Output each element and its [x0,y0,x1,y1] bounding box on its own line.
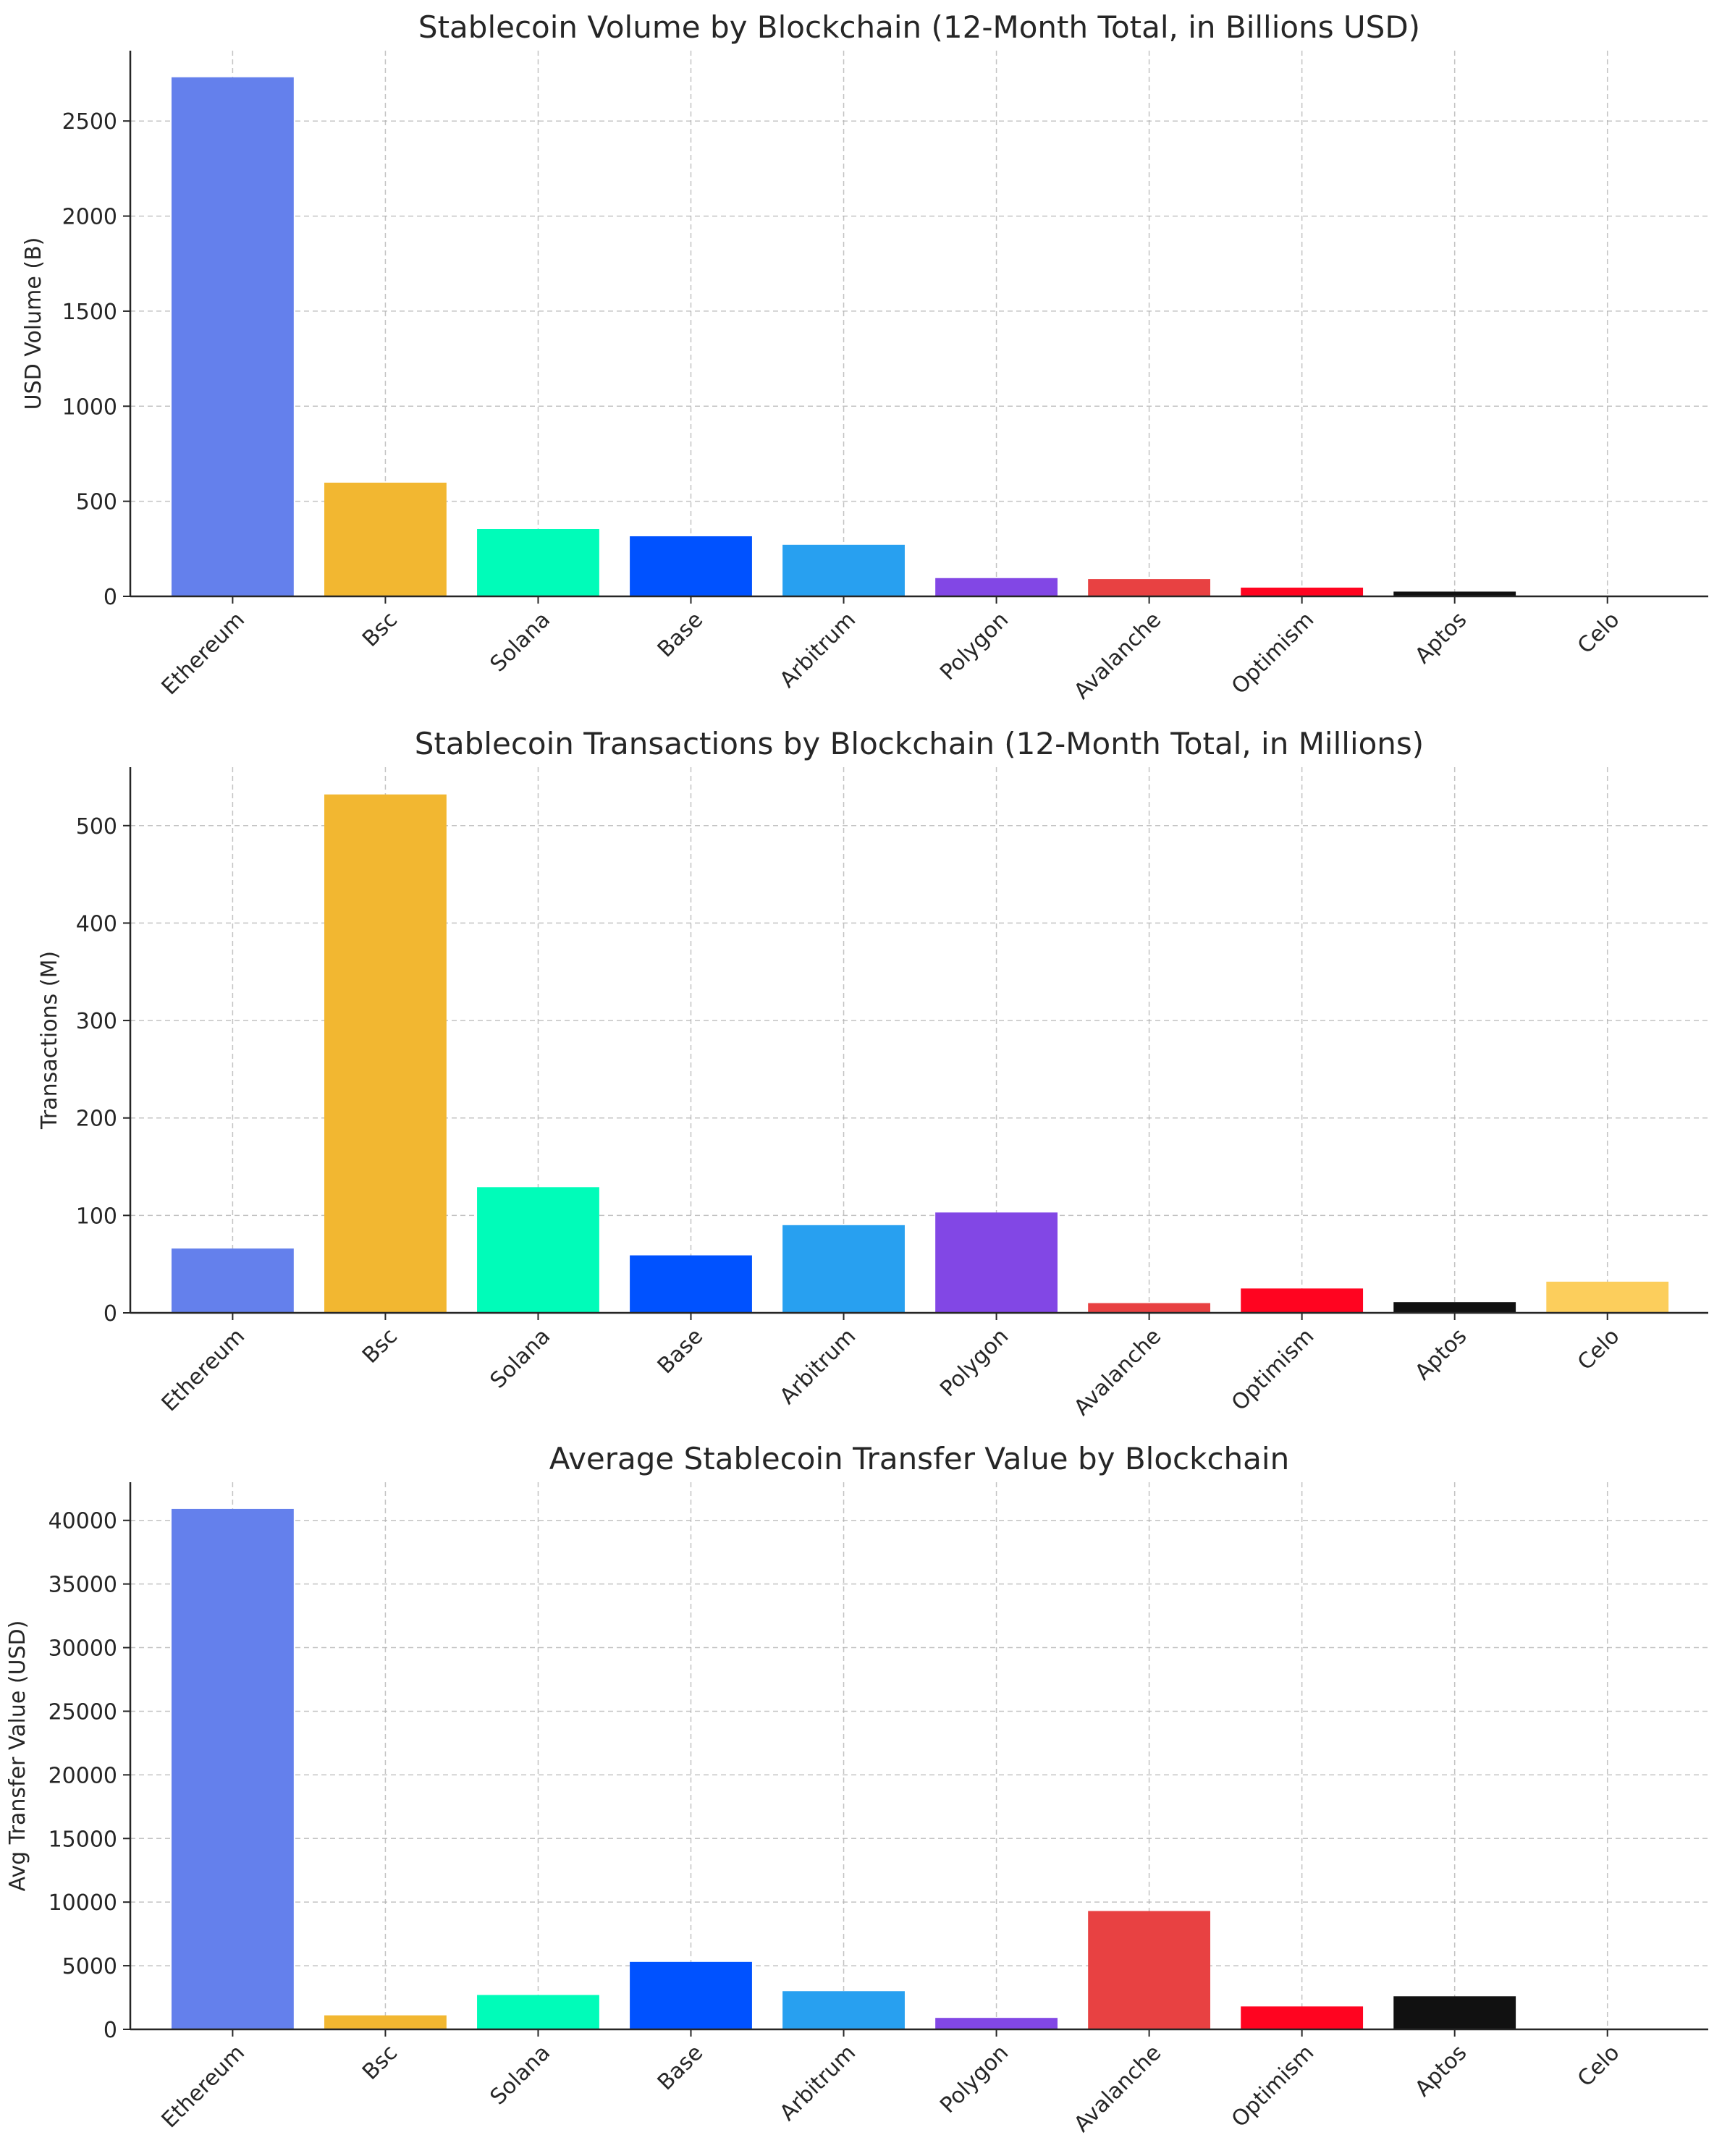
x-tick-label-celo: Celo [1573,2040,1624,2092]
bar-solana [477,528,599,596]
y-tick-label: 2000 [62,205,117,230]
x-tick-label-ethereum: Ethereum [157,1324,250,1416]
x-tick-label-aptos: Aptos [1410,2040,1472,2102]
y-tick-label: 2500 [62,109,117,135]
y-tick-label: 15000 [48,1827,117,1852]
x-tick-label-solana: Solana [486,607,556,677]
x-tick-label-polygon: Polygon [935,607,1013,685]
x-tick-label-ethereum: Ethereum [157,2040,250,2133]
y-tick-label: 30000 [48,1636,117,1662]
bars [171,77,1669,596]
gridlines [130,1482,1708,2029]
bar-polygon [935,1212,1058,1313]
bar-bsc [324,2015,447,2029]
x-tick-label-polygon: Polygon [935,1324,1013,1402]
x-tick-label-aptos: Aptos [1410,1324,1472,1385]
x-tick-label-ethereum: Ethereum [157,607,250,700]
bars [171,794,1669,1313]
bar-polygon [935,578,1058,596]
x-tick-label-celo: Celo [1573,1324,1624,1375]
bar-aptos [1393,1996,1516,2029]
bar-ethereum [171,1508,294,2029]
bar-ethereum [171,77,294,596]
x-tick-label-solana: Solana [486,1324,556,1394]
chart-title: Stablecoin Transactions by Blockchain (1… [415,726,1424,761]
x-tick-label-solana: Solana [486,2040,556,2110]
x-tick-label-arbitrum: Arbitrum [775,607,861,693]
y-tick-label: 1000 [62,394,117,420]
bar-bsc [324,482,447,596]
chart-title: Stablecoin Volume by Blockchain (12-Mont… [418,9,1420,45]
bar-solana [477,1187,599,1313]
chart-title: Average Stablecoin Transfer Value by Blo… [549,1441,1289,1476]
y-tick-label: 20000 [48,1763,117,1788]
x-tick-label-celo: Celo [1573,607,1624,659]
y-tick-label: 25000 [48,1699,117,1725]
bar-solana [477,1995,599,2029]
y-axis-label: Transactions (M) [37,951,62,1130]
y-tick-label: 200 [76,1107,117,1132]
bar-avalanche [1088,579,1211,596]
x-tick-label-base: Base [653,1324,708,1379]
bar-avalanche [1088,1303,1211,1313]
y-tick-label: 0 [104,2018,117,2043]
chart-panel-2: 0 100 200 300 400 500 Ethereum Bsc Solana Base Arb… [37,726,1708,1421]
x-tick-label-avalanche: Avalanche [1069,2040,1166,2137]
y-tick-label: 1500 [62,300,117,325]
bar-optimism [1241,587,1364,596]
x-tick-label-base: Base [653,2040,708,2095]
x-tick-label-avalanche: Avalanche [1069,607,1166,704]
bar-ethereum [171,1248,294,1313]
bar-avalanche [1088,1911,1211,2029]
y-tick-label: 500 [76,490,117,515]
x-tick-label-aptos: Aptos [1410,607,1472,669]
y-tick-label: 5000 [62,1954,117,1979]
y-tick-label: 10000 [48,1890,117,1916]
y-axis-label: Avg Transfer Value (USD) [5,1620,30,1892]
x-tick-label-base: Base [653,607,708,662]
x-tick-label-optimism: Optimism [1227,2040,1319,2132]
x-tick-label-avalanche: Avalanche [1069,1324,1166,1421]
bar-base [630,1961,752,2029]
y-tick-label: 35000 [48,1573,117,1598]
x-tick-label-bsc: Bsc [358,2040,402,2085]
bar-arbitrum [782,544,905,596]
x-tick-label-optimism: Optimism [1227,1324,1319,1416]
y-tick-label: 0 [104,1301,117,1327]
bar-base [630,1255,752,1313]
bar-arbitrum [782,1225,905,1313]
y-axis-label: USD Volume (B) [21,237,46,410]
bar-aptos [1393,1302,1516,1313]
y-tick-label: 40000 [48,1509,117,1534]
bar-aptos [1393,591,1516,596]
x-tick-label-arbitrum: Arbitrum [775,1324,861,1409]
y-tick-label: 0 [104,585,117,610]
y-tick-label: 500 [76,814,117,840]
bar-arbitrum [782,1991,905,2029]
y-tick-label: 100 [76,1204,117,1229]
bar-base [630,536,752,596]
x-tick-label-polygon: Polygon [935,2040,1013,2118]
y-tick-label: 400 [76,911,117,937]
bar-polygon [935,2018,1058,2029]
chart-panel-1: 0 500 1000 1500 2000 2500 Ethereum Bsc Solana Bas… [21,9,1708,704]
bar-optimism [1241,2006,1364,2029]
bars [171,1508,1669,2029]
x-tick-label-optimism: Optimism [1227,607,1319,699]
chart-panel-3: 0 5000 10000 15000 20000 25000 30000 35000 40000… [5,1441,1708,2137]
x-tick-label-bsc: Bsc [358,1324,402,1369]
bar-bsc [324,794,447,1313]
bar-celo [1546,1281,1669,1313]
x-tick-label-bsc: Bsc [358,607,402,652]
x-tick-label-arbitrum: Arbitrum [775,2040,861,2126]
y-tick-label: 300 [76,1009,117,1034]
bar-optimism [1241,1288,1364,1313]
